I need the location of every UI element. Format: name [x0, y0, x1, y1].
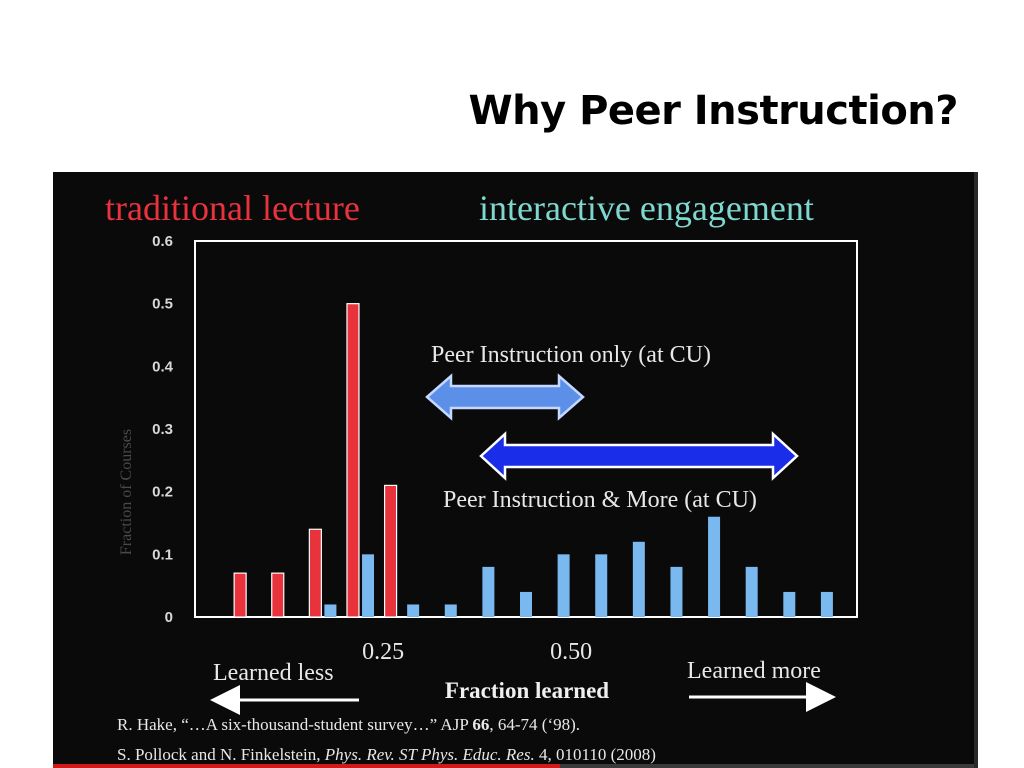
bar-traditional-lecture — [383, 484, 398, 618]
plot-frame — [194, 240, 858, 618]
y-axis-ticks: 0 0.1 0.2 0.3 0.4 0.5 0.6 — [152, 233, 174, 626]
arrow-pi-more — [479, 431, 799, 481]
x-tick-label: 0.25 — [362, 639, 404, 665]
bar-interactive-engagement — [324, 604, 337, 617]
annotation-pi-only: Peer Instruction only (at CU) — [431, 342, 711, 368]
y-tick-label: 0.2 — [152, 484, 173, 501]
bar-interactive-engagement — [708, 516, 721, 617]
x-axis-ticks: 0.25 0.50 — [362, 639, 592, 665]
bar-interactive-engagement — [595, 554, 608, 617]
slide-title: Why Peer Instruction? — [468, 88, 958, 134]
legend-traditional-lecture: traditional lecture — [105, 188, 360, 228]
bar-interactive-engagement — [670, 566, 683, 617]
y-tick-label: 0.6 — [152, 233, 173, 250]
bar-interactive-engagement — [362, 554, 375, 617]
bar-interactive-engagement — [820, 591, 833, 617]
bar-interactive-engagement — [745, 566, 758, 617]
bar-interactive-engagement — [632, 541, 645, 617]
bar-traditional-lecture — [308, 528, 322, 618]
bar-traditional-lecture — [271, 572, 285, 618]
bar-traditional-lecture — [346, 303, 360, 618]
annotation-pi-more: Peer Instruction & More (at CU) — [443, 487, 757, 513]
video-progress-fill — [53, 764, 560, 768]
arrow-pi-only — [425, 373, 585, 421]
y-tick-label: 0 — [165, 609, 173, 626]
bar-interactive-engagement — [444, 604, 457, 617]
bar-interactive-engagement — [783, 591, 796, 617]
video-player[interactable]: traditional lecture interactive engageme… — [53, 172, 974, 768]
bar-interactive-engagement — [407, 604, 420, 617]
annotation-learned-more: Learned more — [687, 658, 821, 684]
bar-interactive-engagement — [482, 566, 495, 617]
citation-pollock: S. Pollock and N. Finkelstein, Phys. Rev… — [117, 745, 656, 764]
x-tick-label: 0.50 — [550, 639, 592, 665]
bar-interactive-engagement — [520, 591, 532, 617]
y-axis-label: Fraction of Courses — [118, 429, 135, 555]
video-progress-bar[interactable] — [53, 764, 974, 768]
x-axis-label: Fraction learned — [445, 678, 609, 703]
bar-traditional-lecture — [233, 572, 247, 618]
bar-interactive-engagement — [557, 554, 570, 617]
annotation-learned-less: Learned less — [213, 660, 334, 686]
bars — [233, 303, 833, 618]
y-tick-label: 0.1 — [152, 546, 173, 563]
legend-interactive-engagement: interactive engagement — [479, 188, 814, 228]
y-tick-label: 0.4 — [152, 358, 174, 375]
y-tick-label: 0.5 — [152, 296, 173, 313]
citation-hake: R. Hake, “…A six-thousand-student survey… — [117, 715, 580, 734]
chart: traditional lecture interactive engageme… — [105, 188, 858, 764]
video-edge — [974, 172, 978, 768]
y-tick-label: 0.3 — [152, 421, 173, 438]
